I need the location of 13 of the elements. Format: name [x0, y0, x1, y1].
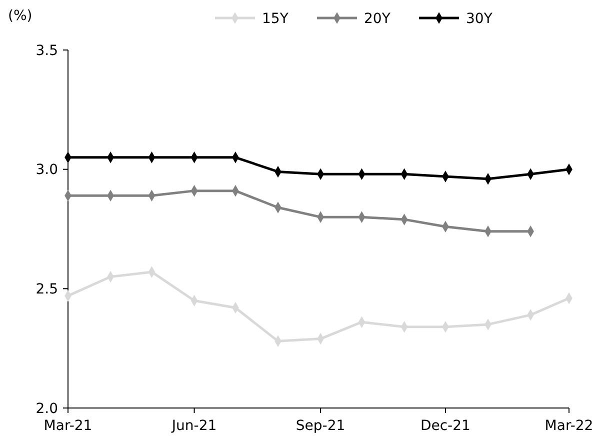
x-tick-label: Mar-21: [44, 418, 92, 434]
legend-label: 20Y: [364, 10, 391, 27]
x-tick-label: Sep-21: [296, 418, 346, 434]
y-tick-label: 2.5: [36, 282, 58, 298]
y-tick-label: 2.0: [36, 400, 58, 417]
x-tick-label: Mar-22: [544, 418, 594, 434]
legend-label: 15Y: [262, 10, 289, 27]
y-tick-label: 3.5: [36, 42, 58, 59]
x-tick-label: Dec-21: [420, 418, 470, 434]
x-tick-label: Jun-21: [170, 418, 217, 434]
y-axis-title: (%): [8, 8, 32, 24]
legend-label: 30Y: [466, 10, 493, 27]
y-tick-label: 3.0: [36, 162, 58, 178]
